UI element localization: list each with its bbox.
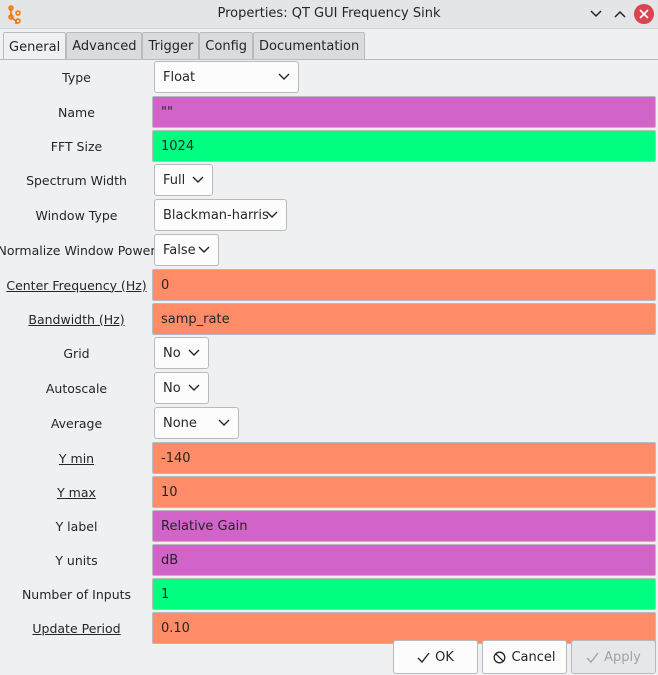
window-title: Properties: QT GUI Frequency Sink	[217, 6, 441, 21]
chevron-down-icon	[266, 211, 278, 218]
update-period-label: Update Period	[32, 620, 121, 636]
check-icon	[586, 652, 599, 663]
average-label: Average	[50, 415, 103, 431]
chevron-down-icon	[188, 349, 200, 356]
update-period-input[interactable]: 0.10	[152, 612, 656, 644]
tab-advanced[interactable]: Advanced	[66, 32, 143, 60]
param-row-center-frequency: Center Frequency (Hz) 0	[0, 269, 658, 303]
spectrum-width-value: Full	[163, 172, 186, 188]
window-type-value: Blackman-harris	[163, 207, 269, 223]
param-row-y-max: Y max 10	[0, 476, 658, 510]
cancel-button[interactable]: Cancel	[482, 640, 567, 674]
close-button[interactable]	[634, 4, 654, 24]
apply-button[interactable]: Apply	[571, 640, 656, 674]
cancel-icon	[494, 651, 506, 663]
apply-button-label: Apply	[604, 649, 641, 665]
autoscale-label: Autoscale	[45, 380, 108, 396]
normalize-window-power-select[interactable]: False	[154, 234, 219, 266]
tab-bar: General Advanced Trigger Config Document…	[3, 32, 366, 61]
number-of-inputs-input[interactable]: 1	[152, 578, 656, 610]
chevron-down-icon	[218, 419, 230, 426]
param-row-y-units: Y units dB	[0, 544, 658, 578]
param-row-spectrum-width: Spectrum Width Full	[0, 164, 658, 198]
gnuradio-icon	[8, 5, 21, 24]
tab-general[interactable]: General	[3, 32, 67, 61]
chevron-down-icon	[188, 384, 200, 391]
close-icon	[639, 9, 649, 19]
chevron-down-icon	[198, 246, 210, 253]
grid-label: Grid	[63, 345, 90, 361]
dialog-button-bar: OK Cancel Apply	[0, 640, 658, 675]
normalize-window-power-value: False	[163, 242, 196, 258]
param-row-y-min: Y min -140	[0, 442, 658, 476]
y-max-label: Y max	[57, 484, 96, 500]
param-row-type: Type Float	[0, 61, 658, 95]
bandwidth-input[interactable]: samp_rate	[152, 303, 656, 335]
normalize-window-power-label: Normalize Window Power	[0, 242, 156, 258]
param-row-grid: Grid No	[0, 337, 658, 371]
average-value: None	[163, 415, 197, 431]
spectrum-width-label: Spectrum Width	[26, 172, 127, 188]
param-row-number-of-inputs: Number of Inputs 1	[0, 578, 658, 612]
y-label-label: Y label	[55, 518, 98, 534]
chevron-down-icon	[192, 176, 204, 183]
param-row-name: Name ""	[0, 96, 658, 130]
y-units-input[interactable]: dB	[152, 544, 656, 576]
tab-config[interactable]: Config	[199, 32, 254, 60]
center-frequency-label: Center Frequency (Hz)	[6, 277, 147, 293]
minimize-icon	[590, 10, 602, 18]
fft-size-label: FFT Size	[50, 138, 103, 154]
param-row-window-type: Window Type Blackman-harris	[0, 199, 658, 233]
window-type-label: Window Type	[35, 207, 118, 223]
param-row-average: Average None	[0, 407, 658, 441]
title-bar: Properties: QT GUI Frequency Sink	[0, 0, 658, 29]
window-type-select[interactable]: Blackman-harris	[154, 199, 287, 231]
ok-button[interactable]: OK	[393, 640, 478, 674]
name-label: Name	[58, 104, 95, 120]
type-label: Type	[62, 69, 91, 85]
maximize-icon	[614, 10, 626, 18]
ok-button-label: OK	[435, 649, 454, 665]
y-units-label: Y units	[55, 552, 98, 568]
minimize-button[interactable]	[586, 4, 606, 24]
param-row-autoscale: Autoscale No	[0, 372, 658, 406]
tab-documentation[interactable]: Documentation	[253, 32, 366, 60]
y-min-input[interactable]: -140	[152, 442, 656, 474]
chevron-down-icon	[278, 73, 290, 80]
tab-trigger[interactable]: Trigger	[142, 32, 200, 60]
maximize-button[interactable]	[610, 4, 630, 24]
bandwidth-label: Bandwidth (Hz)	[28, 311, 125, 327]
autoscale-value: No	[163, 380, 181, 396]
y-min-label: Y min	[58, 450, 95, 466]
param-row-update-period: Update Period 0.10	[0, 612, 658, 646]
type-select[interactable]: Float	[154, 61, 299, 93]
grid-select[interactable]: No	[154, 337, 209, 369]
autoscale-select[interactable]: No	[154, 372, 209, 404]
number-of-inputs-label: Number of Inputs	[21, 586, 132, 602]
param-row-bandwidth: Bandwidth (Hz) samp_rate	[0, 303, 658, 337]
grid-value: No	[163, 345, 181, 361]
average-select[interactable]: None	[154, 407, 239, 439]
fft-size-input[interactable]: 1024	[152, 130, 656, 162]
name-input[interactable]: ""	[152, 96, 656, 128]
param-row-fft-size: FFT Size 1024	[0, 130, 658, 164]
spectrum-width-select[interactable]: Full	[154, 164, 213, 196]
check-icon	[417, 652, 430, 663]
type-value: Float	[163, 69, 196, 85]
param-row-y-label: Y label Relative Gain	[0, 510, 658, 544]
y-label-input[interactable]: Relative Gain	[152, 510, 656, 542]
param-row-normalize-window-power: Normalize Window Power False	[0, 234, 658, 268]
cancel-button-label: Cancel	[511, 649, 556, 665]
y-max-input[interactable]: 10	[152, 476, 656, 508]
center-frequency-input[interactable]: 0	[152, 269, 656, 301]
